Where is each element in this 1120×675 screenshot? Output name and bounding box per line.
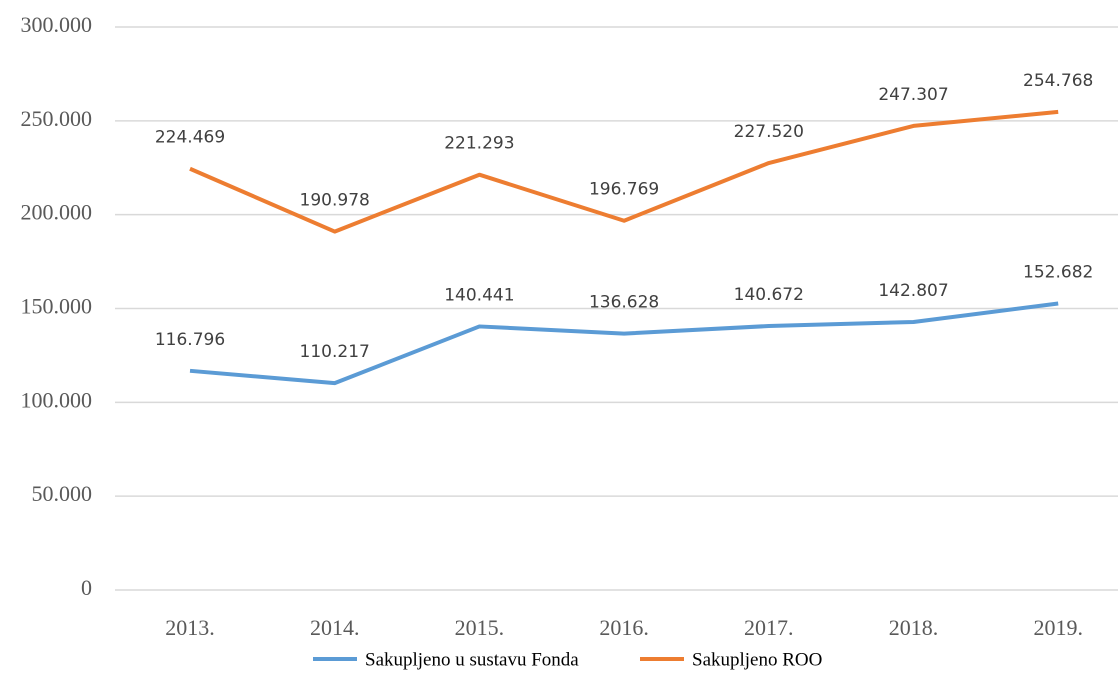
data-label: 196.769 <box>589 180 659 200</box>
data-label: 136.628 <box>589 293 659 313</box>
y-tick-label: 250.000 <box>21 106 93 131</box>
legend-label: Sakupljeno u sustavu Fonda <box>365 649 579 670</box>
x-tick-label: 2015. <box>455 615 505 640</box>
data-label: 140.672 <box>734 285 804 305</box>
y-tick-label: 100.000 <box>21 387 93 412</box>
y-tick-label: 50.000 <box>32 481 93 506</box>
data-label: 247.307 <box>878 85 948 105</box>
series-line <box>189 301 1059 386</box>
data-label: 110.217 <box>300 342 370 362</box>
data-label: 140.441 <box>444 285 514 305</box>
x-tick-label: 2013. <box>165 615 215 640</box>
data-label: 227.520 <box>734 122 804 142</box>
x-tick-label: 2018. <box>889 615 939 640</box>
x-tick-label: 2019. <box>1033 615 1083 640</box>
series-line <box>189 109 1059 234</box>
data-label: 254.768 <box>1023 71 1093 91</box>
y-tick-label: 300.000 <box>21 12 93 37</box>
y-tick-label: 200.000 <box>21 200 93 225</box>
y-tick-label: 150.000 <box>21 294 93 319</box>
data-label: 116.796 <box>155 330 225 350</box>
data-label: 221.293 <box>444 134 514 154</box>
data-label: 142.807 <box>878 281 948 301</box>
data-label: 152.682 <box>1023 262 1093 282</box>
x-tick-label: 2016. <box>599 615 649 640</box>
x-tick-label: 2014. <box>310 615 360 640</box>
data-label: 224.469 <box>155 128 225 148</box>
legend-label: Sakupljeno ROO <box>692 649 822 670</box>
y-tick-label: 0 <box>81 575 92 600</box>
x-tick-label: 2017. <box>744 615 794 640</box>
data-label: 190.978 <box>300 191 370 211</box>
